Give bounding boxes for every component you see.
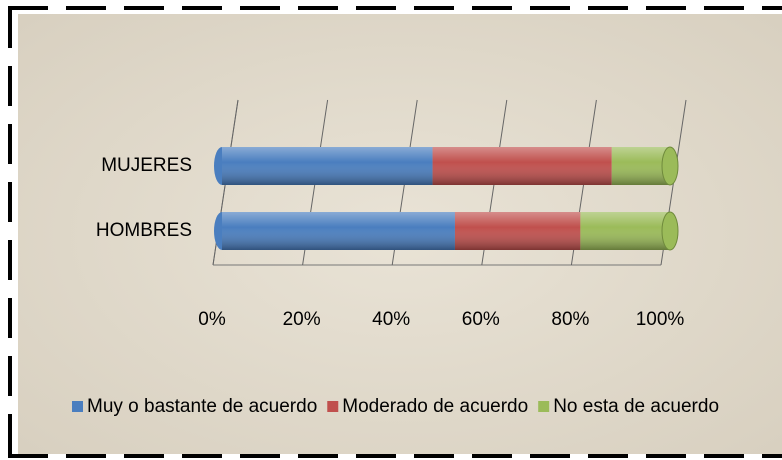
bar-segment <box>454 212 581 250</box>
legend-label: Muy o bastante de acuerdo <box>87 396 317 417</box>
legend-label: No esta de acuerdo <box>553 396 719 417</box>
x-tick-label: 0% <box>198 309 226 330</box>
x-tick-label: 60% <box>462 309 500 330</box>
legend-swatch <box>538 401 550 412</box>
y-tick-label: MUJERES <box>101 155 192 176</box>
legend-swatch <box>327 401 339 412</box>
x-tick-label: 20% <box>283 309 321 330</box>
bar-segment <box>611 146 679 186</box>
y-tick-label: HOMBRES <box>96 220 192 241</box>
x-tick-label: 100% <box>636 309 685 330</box>
legend-label: Moderado de acuerdo <box>342 396 528 417</box>
x-tick-label: 40% <box>372 309 410 330</box>
bar-segment <box>214 147 433 185</box>
frame <box>8 6 782 458</box>
bar-segment <box>580 211 679 251</box>
bar-segment <box>432 147 612 185</box>
legend-swatch <box>72 401 83 412</box>
bar-segment <box>214 212 455 250</box>
x-tick-label: 80% <box>551 309 589 330</box>
